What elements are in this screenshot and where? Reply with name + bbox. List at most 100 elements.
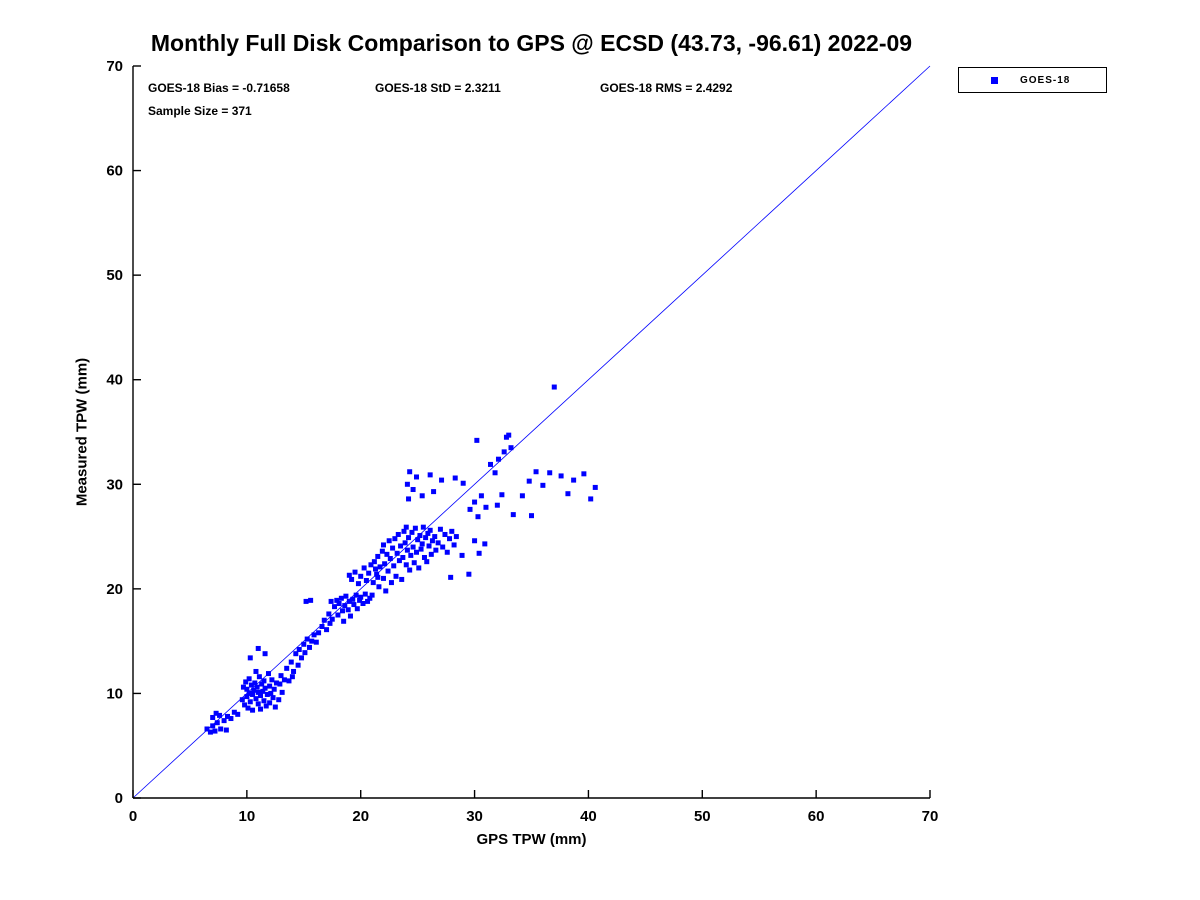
y-tick-label: 0 [115, 790, 123, 807]
scatter-point [379, 548, 385, 554]
scatter-point [407, 567, 413, 573]
scatter-point [375, 553, 381, 559]
scatter-point [558, 473, 564, 479]
scatter-point [271, 686, 277, 692]
scatter-point [501, 449, 507, 455]
scatter-point [390, 545, 396, 551]
scatter-point [384, 551, 390, 557]
y-tick-label: 50 [106, 267, 123, 284]
scatter-point [336, 600, 342, 606]
scatter-point [365, 598, 371, 604]
scatter-point [408, 552, 414, 558]
scatter-point [435, 540, 441, 546]
scatter-point [342, 603, 348, 609]
scatter-point [510, 512, 516, 518]
scatter-point [358, 594, 364, 600]
scatter-point [380, 575, 386, 581]
x-tick-label: 60 [808, 808, 825, 825]
scatter-point [459, 552, 465, 558]
scatter-point [499, 492, 505, 498]
scatter-point [391, 563, 397, 569]
scatter-point [304, 636, 310, 642]
scatter-point [418, 546, 424, 552]
scatter-point [494, 502, 500, 508]
scatter-point [267, 683, 273, 689]
scatter-point [377, 564, 383, 570]
scatter-point [361, 565, 367, 571]
scatter-point [339, 608, 345, 614]
scatter-point [213, 710, 219, 716]
scatter-point [416, 565, 422, 571]
scatter-point [250, 691, 256, 697]
scatter-point [419, 541, 425, 547]
scatter-point [295, 662, 301, 668]
scatter-point [239, 697, 245, 703]
scatter-point [592, 484, 598, 490]
scatter-point [284, 665, 290, 671]
y-axis-label: Measured TPW (mm) [73, 357, 91, 507]
scatter-point [329, 616, 335, 622]
scatter-point [288, 659, 294, 665]
scatter-point [412, 525, 418, 531]
scatter-point [264, 691, 270, 697]
scatter-point [476, 550, 482, 556]
scatter-point [301, 641, 307, 647]
x-axis-label: GPS TPW (mm) [476, 831, 587, 848]
scatter-point [417, 533, 423, 539]
scatter-point [452, 475, 458, 481]
scatter-point [519, 493, 525, 499]
scatter-point [253, 668, 259, 674]
scatter-point [431, 489, 437, 495]
scatter-point [427, 472, 433, 478]
scatter-point [429, 538, 435, 544]
scatter-point [409, 529, 415, 535]
scatter-point [256, 674, 262, 680]
scatter-point [368, 562, 374, 568]
scatter-point [402, 540, 408, 546]
scatter-point [218, 726, 224, 732]
scatter-point [442, 531, 448, 537]
scatter-point [467, 506, 473, 512]
scatter-point [231, 709, 237, 715]
legend-box: GOES-18 [958, 67, 1107, 93]
scatter-point [386, 538, 392, 544]
scatter-point [221, 718, 227, 724]
scatter-point [370, 580, 376, 586]
scatter-point [313, 639, 319, 645]
scatter-point [303, 598, 309, 604]
scatter-point [449, 528, 455, 534]
scatter-point [254, 684, 260, 690]
scatter-point [425, 530, 431, 536]
scatter-point [355, 581, 361, 587]
scatter-point [259, 681, 265, 687]
scatter-point [403, 524, 409, 530]
scatter-point [265, 671, 271, 677]
scatter-point [247, 655, 253, 661]
scatter-point [258, 693, 264, 699]
scatter-point [367, 595, 373, 601]
scatter-point [311, 632, 317, 638]
scatter-point [419, 493, 425, 499]
scatter-point [526, 478, 532, 484]
scatter-point [225, 713, 231, 719]
scatter-point [255, 689, 261, 695]
scatter-point [291, 668, 297, 674]
scatter-point [279, 689, 285, 695]
scatter-point [346, 572, 352, 578]
scatter-point [309, 638, 315, 644]
scatter-point [341, 618, 347, 624]
x-tick-label: 0 [129, 808, 137, 825]
scatter-point [475, 514, 481, 520]
scatter-point [246, 676, 252, 682]
scatter-point [385, 568, 391, 574]
scatter-point [243, 679, 249, 685]
scatter-point [261, 698, 267, 704]
scatter-point [360, 600, 366, 606]
scatter-point [399, 576, 405, 582]
scatter-point [210, 714, 216, 720]
scatter-point [289, 674, 295, 680]
scatter-point [529, 513, 534, 519]
y-tick-label: 10 [106, 685, 123, 702]
scatter-point [255, 701, 261, 707]
scatter-point [460, 480, 466, 486]
